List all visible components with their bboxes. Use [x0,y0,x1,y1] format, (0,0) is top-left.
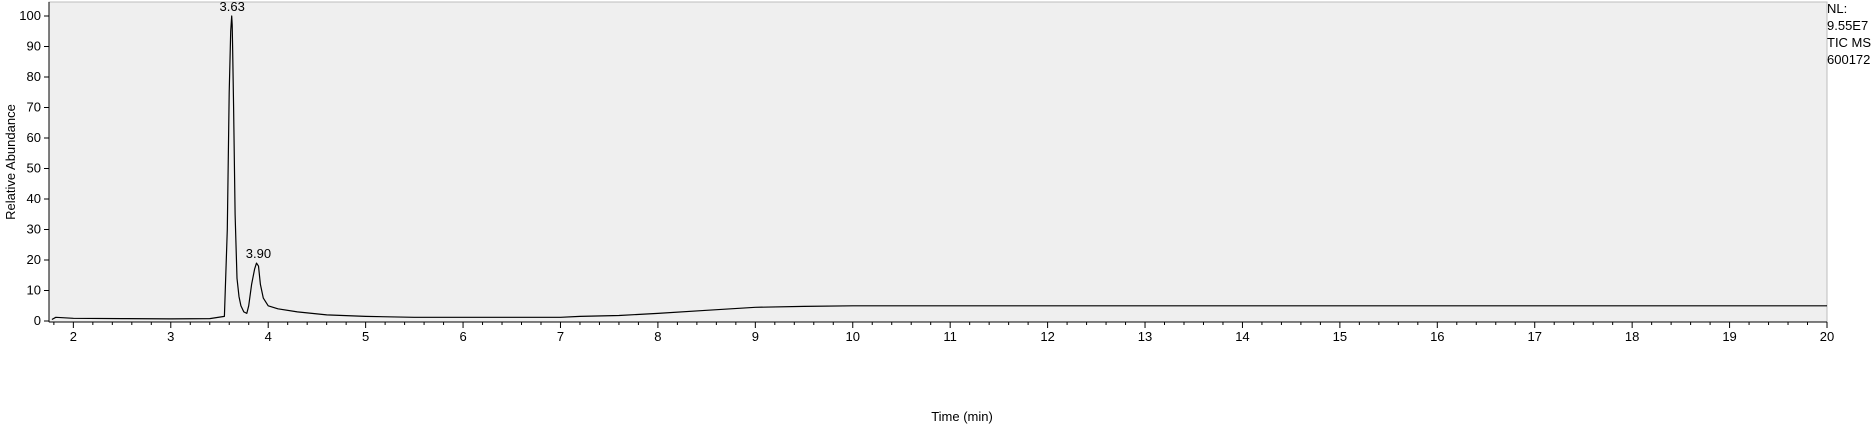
y-tick-label: 60 [27,130,41,145]
peak-labels: 3.63 3.90 [220,0,272,261]
x-tick-label: 2 [70,329,77,344]
y-tick-label: 100 [19,8,41,23]
x-tick-label: 18 [1625,329,1639,344]
y-axis-ticks: 0 10 20 30 40 50 60 70 80 90 100 [19,8,49,328]
y-tick-label: 70 [27,100,41,115]
x-tick-label: 12 [1040,329,1054,344]
y-tick-label: 90 [27,39,41,54]
series-group [51,15,1827,321]
y-tick-label: 80 [27,69,41,84]
x-tick-label: 16 [1430,329,1444,344]
x-tick-label: 4 [265,329,272,344]
x-tick-label: 11 [943,329,957,344]
y-tick-label: 20 [27,252,41,267]
peak-label: 3.63 [220,0,245,14]
x-tick-label: 3 [167,329,174,344]
x-tick-label: 7 [557,329,564,344]
y-tick-label: 10 [27,283,41,298]
x-tick-label: 6 [459,329,466,344]
scan-info-panel: NL: 9.55E7 TIC MS 600172 [1827,0,1871,68]
x-tick-label: 5 [362,329,369,344]
x-tick-label: 14 [1235,329,1249,344]
y-tick-label: 0 [34,313,41,328]
scan-type: TIC MS [1827,35,1872,50]
x-tick-label: 15 [1333,329,1347,344]
x-axis-title: Time (min) [931,409,993,424]
y-tick-label: 40 [27,191,41,206]
x-tick-label: 19 [1722,329,1736,344]
x-axis-minor-ticks [53,322,1809,325]
peak-label: 3.90 [246,246,271,261]
x-tick-label: 13 [1138,329,1152,344]
tic-trace [51,15,1827,321]
x-tick-label: 17 [1527,329,1541,344]
y-tick-label: 50 [27,161,41,176]
nl-value: 9.55E7 [1827,18,1869,33]
x-axis-ticks: 2 3 4 5 6 7 8 9 10 11 12 13 14 15 16 17 18 19 20 [70,322,1834,344]
file-id: 600172 [1827,52,1871,67]
x-tick-label: 10 [846,329,860,344]
x-tick-label: 9 [752,329,759,344]
nl-label: NL: [1827,1,1848,16]
plot-area [48,1,1828,323]
x-tick-label: 8 [654,329,661,344]
x-tick-label: 20 [1820,329,1834,344]
y-tick-label: 30 [27,222,41,237]
y-axis-title: Relative Abundance [3,104,18,220]
